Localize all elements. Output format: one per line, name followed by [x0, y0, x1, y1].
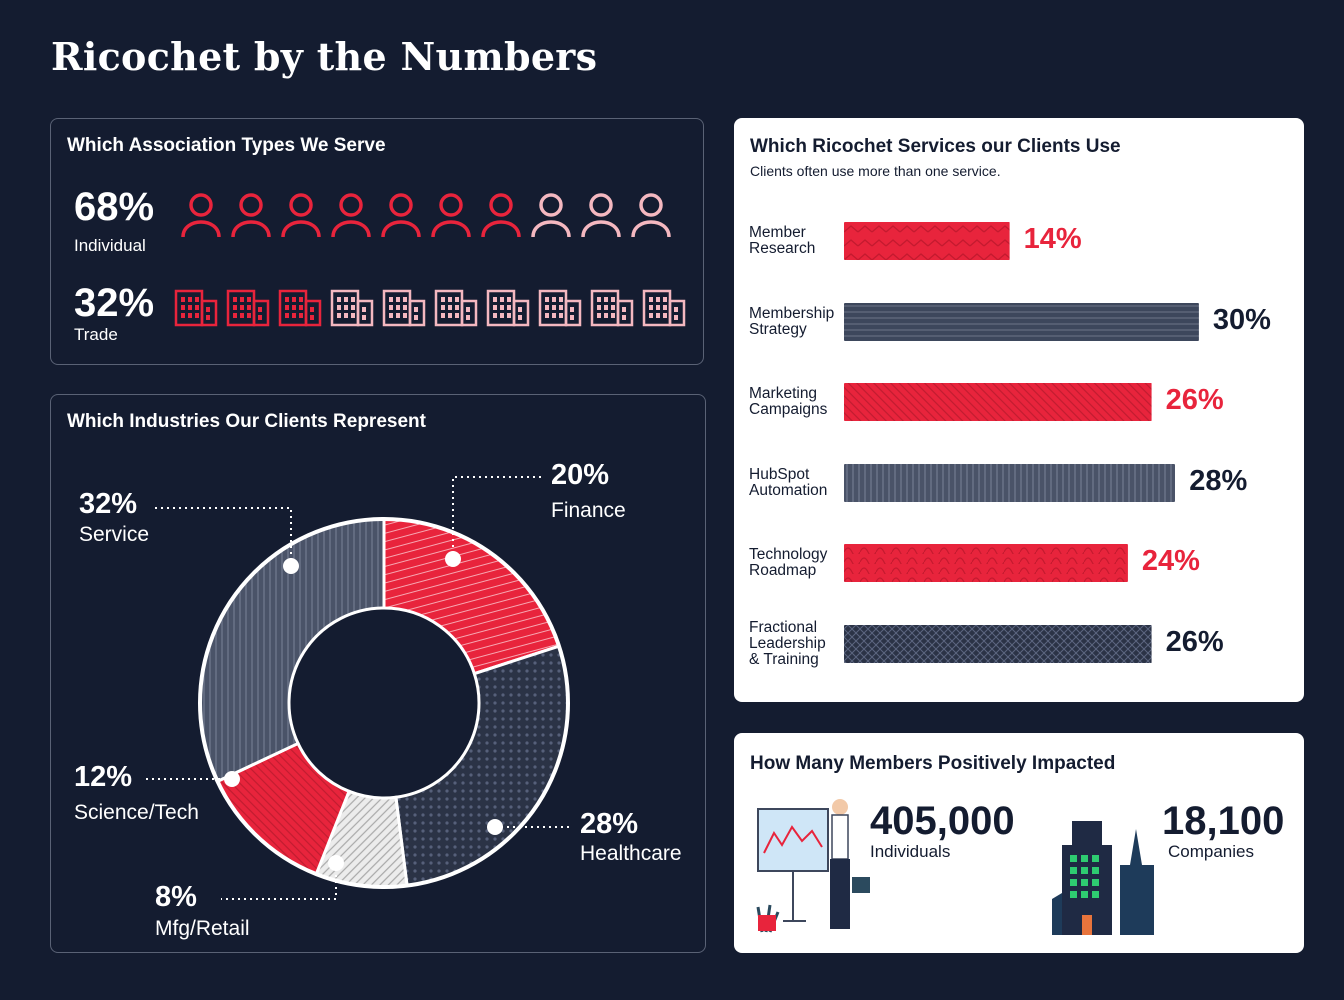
service-label: HubSpot Automation: [749, 465, 828, 499]
building-icon: [434, 289, 478, 327]
industries-panel-title: Which Industries Our Clients Represent: [67, 411, 426, 432]
service-percent: 26%: [1165, 626, 1224, 658]
services-panel-title: Which Ricochet Services our Clients Use: [750, 136, 1121, 157]
building-icon: [382, 289, 426, 327]
individuals-label: Individuals: [870, 842, 951, 861]
building-icon: [278, 289, 322, 327]
healthcare-segment: [394, 644, 570, 888]
service-bar: [844, 222, 1010, 260]
services-panel: Which Ricochet Services our Clients Use …: [734, 118, 1304, 702]
individuals-count: 405,000: [870, 799, 1015, 843]
finance-percent: 20%: [551, 459, 610, 491]
association-types-panel: Which Association Types We Serve 68% Ind…: [50, 118, 704, 365]
person-icon: [381, 193, 421, 238]
page-title: Ricochet by the Numbers: [51, 34, 598, 79]
service-percent: 28%: [1189, 464, 1248, 497]
service-bar: [844, 625, 1152, 663]
service-percent: 24%: [1141, 545, 1200, 578]
service-leader: [153, 507, 292, 566]
service-bar: [844, 383, 1152, 422]
presenter-illustration: [756, 799, 870, 933]
service-percent: 30%: [1212, 303, 1271, 336]
service-bar: [844, 302, 1199, 341]
service-label: Fractional Leadership & Training: [749, 619, 826, 668]
person-icon: [181, 193, 221, 238]
service-percent: 32%: [79, 488, 138, 520]
industries-panel: Which Industries Our Clients Represent 2…: [50, 394, 706, 953]
mfg-retail-leader: [221, 863, 337, 900]
person-icon: [481, 193, 521, 238]
science-tech-dot: [224, 771, 240, 787]
members-panel-title: How Many Members Positively Impacted: [750, 753, 1116, 774]
trade-label: Trade: [74, 325, 118, 344]
science-tech-label: Science/Tech: [74, 801, 199, 824]
finance-dot: [445, 551, 461, 567]
service-dot: [283, 558, 299, 574]
science-tech-percent: 12%: [74, 761, 133, 793]
building-icon: [226, 289, 270, 327]
service-percent: 26%: [1165, 384, 1224, 417]
mfg-retail-label: Mfg/Retail: [155, 917, 250, 940]
building-icon: [538, 289, 582, 327]
companies-count: 18,100: [1162, 799, 1285, 843]
service-bar: [844, 463, 1176, 502]
healthcare-percent: 28%: [580, 808, 639, 840]
services-subtitle: Clients often use more than one service.: [750, 163, 1001, 179]
person-icon: [231, 193, 271, 238]
association-panel-title: Which Association Types We Serve: [67, 135, 386, 156]
mfg-retail-dot: [328, 855, 344, 871]
service-label: Marketing Campaigns: [749, 385, 828, 419]
person-icon: [431, 193, 471, 238]
trade-percent: 32%: [74, 281, 155, 325]
service-percent: 14%: [1023, 223, 1082, 255]
building-icon: [330, 289, 374, 327]
person-icon: [531, 193, 571, 238]
service-label: Member Research: [749, 224, 816, 257]
person-icon: [631, 193, 671, 238]
person-icon: [281, 193, 321, 238]
healthcare-label: Healthcare: [580, 842, 682, 865]
service-label: Technology Roadmap: [749, 546, 828, 580]
building-icon: [174, 289, 218, 327]
donut-outer-ring: [198, 517, 570, 889]
individual-percent: 68%: [74, 185, 155, 229]
healthcare-dot: [487, 819, 503, 835]
person-icon: [331, 193, 371, 238]
service-label: Service: [79, 523, 150, 546]
individual-label: Individual: [74, 236, 146, 255]
building-icon: [486, 289, 530, 327]
finance-label: Finance: [551, 499, 626, 522]
members-panel: How Many Members Positively Impacted 405…: [734, 733, 1304, 953]
service-bar: [844, 544, 1128, 583]
buildings-illustration: [1052, 821, 1154, 935]
industries-donut-chart: [146, 476, 573, 900]
building-icon: [642, 289, 686, 327]
mfg-retail-percent: 8%: [155, 881, 197, 913]
companies-label: Companies: [1168, 842, 1254, 861]
service-label: Membership Strategy: [749, 304, 835, 338]
person-icons-row: [177, 191, 677, 239]
building-icons-row: [172, 287, 692, 327]
person-icon: [581, 193, 621, 238]
building-icon: [590, 289, 634, 327]
